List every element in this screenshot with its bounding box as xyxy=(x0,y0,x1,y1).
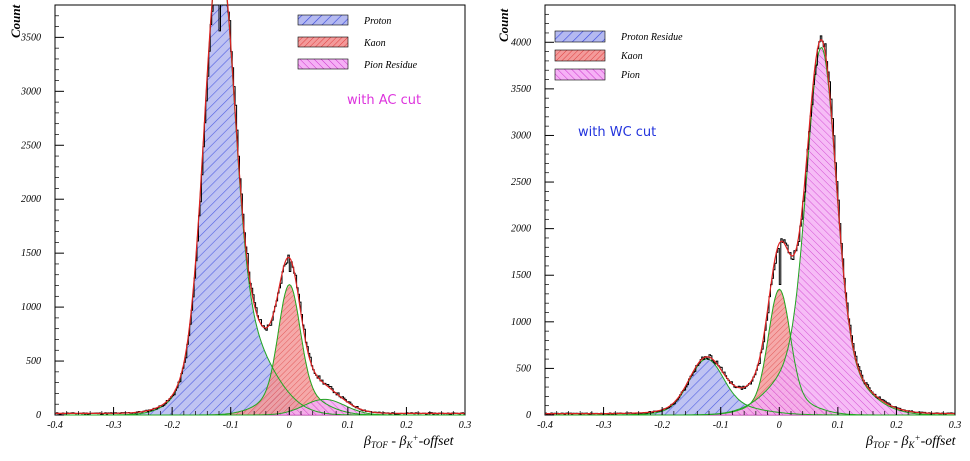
left-series-group xyxy=(55,0,466,416)
left-x-tick-label: -0.1 xyxy=(223,420,239,431)
legend-label-kaon-right: Kaon xyxy=(620,51,643,62)
left-y-tick-label: 3500 xyxy=(20,32,41,43)
right-x-tick-label: -0.2 xyxy=(654,420,670,431)
left-annotation: with AC cut xyxy=(347,93,421,108)
right-data-histogram xyxy=(545,35,956,415)
right-y-tick-label: 3500 xyxy=(510,84,531,95)
left-y-tick-label: 0 xyxy=(36,410,41,421)
right-x-tick-label: -0.1 xyxy=(713,420,729,431)
right-legend: Proton Residue Kaon Pion xyxy=(554,30,683,81)
legend-label-pion: Pion xyxy=(620,70,640,81)
right-x-tick-label: -0.3 xyxy=(596,420,612,431)
right-series-group xyxy=(545,35,956,416)
right-fit-component-pion xyxy=(545,46,955,416)
right-axes-group: -0.4 -0.3 -0.2 -0.1 0 0.1 0.2 0.3 0 500 1000 1500 20… xyxy=(510,13,962,431)
right-y-tick-label: 0 xyxy=(526,410,531,421)
left-x-tick-label: -0.2 xyxy=(164,420,180,431)
legend-swatch-kaon xyxy=(297,36,349,48)
right-area-kaon xyxy=(545,288,955,416)
right-y-tick-label: 4000 xyxy=(511,37,531,48)
left-y-axis-label: Count xyxy=(8,4,23,38)
legend-swatch-pion xyxy=(554,68,606,81)
left-y-tick-label: 1000 xyxy=(21,302,41,313)
right-y-tick-label: 3000 xyxy=(510,130,531,141)
left-x-tick-label: 0.2 xyxy=(400,420,413,431)
legend-swatch-proton-residue xyxy=(554,30,606,43)
right-panel: -0.4 -0.3 -0.2 -0.1 0 0.1 0.2 0.3 0 500 1000 1500 20… xyxy=(496,4,962,450)
right-x-tick-label: 0.2 xyxy=(890,420,903,431)
left-y-tick-label: 2000 xyxy=(21,194,41,205)
left-axes-group: -0.4 -0.3 -0.2 -0.1 0 0.1 0.2 0.3 0 500 1000 1500 20… xyxy=(20,15,472,431)
left-x-tick-label: 0.3 xyxy=(459,420,472,431)
left-y-tick-label: 3000 xyxy=(20,86,41,97)
right-x-tick-label: 0.3 xyxy=(949,420,962,431)
left-x-tick-label: 0.1 xyxy=(342,420,355,431)
left-legend: Proton Kaon Pion Residue xyxy=(297,14,418,71)
left-y-tick-label: 2500 xyxy=(21,140,41,151)
right-y-tick-label: 1500 xyxy=(511,270,531,281)
left-x-tick-label: -0.3 xyxy=(106,420,122,431)
legend-label-kaon: Kaon xyxy=(363,38,386,49)
legend-label-proton-residue: Proton Residue xyxy=(620,32,683,43)
legend-label-proton: Proton xyxy=(363,16,391,27)
legend-swatch-pion-residue xyxy=(297,58,349,70)
right-x-tick-label: -0.4 xyxy=(537,420,553,431)
right-x-tick-label: 0 xyxy=(777,420,782,431)
right-annotation: with WC cut xyxy=(578,125,656,140)
left-x-axis-label: βTOF - βK+-offset xyxy=(363,433,455,450)
right-x-axis-label: βTOF - βK+-offset xyxy=(865,433,957,450)
legend-swatch-kaon-right xyxy=(554,49,606,62)
left-fit-component-pion-residue xyxy=(55,398,465,416)
left-y-tick-label: 500 xyxy=(26,356,41,367)
right-y-tick-label: 2000 xyxy=(511,224,531,235)
right-area-pion xyxy=(545,47,955,416)
right-plot-frame xyxy=(544,4,956,416)
left-fit-total xyxy=(55,0,465,414)
left-y-tick-label: 1500 xyxy=(21,248,41,259)
legend-swatch-proton xyxy=(297,14,349,26)
left-x-tick-label: 0 xyxy=(287,420,292,431)
right-x-tick-label: 0.1 xyxy=(832,420,845,431)
right-fit-total xyxy=(545,39,955,415)
left-x-tick-label: -0.4 xyxy=(47,420,63,431)
right-y-tick-label: 1000 xyxy=(511,317,531,328)
right-y-axis-label: Count xyxy=(496,8,511,42)
legend-label-pion-residue: Pion Residue xyxy=(363,60,418,71)
right-y-tick-label: 500 xyxy=(516,363,531,374)
right-y-tick-label: 2500 xyxy=(511,177,531,188)
left-panel: -0.4 -0.3 -0.2 -0.1 0 0.1 0.2 0.3 0 500 1000 1500 20… xyxy=(8,0,471,450)
right-fit-component-kaon xyxy=(545,288,955,416)
